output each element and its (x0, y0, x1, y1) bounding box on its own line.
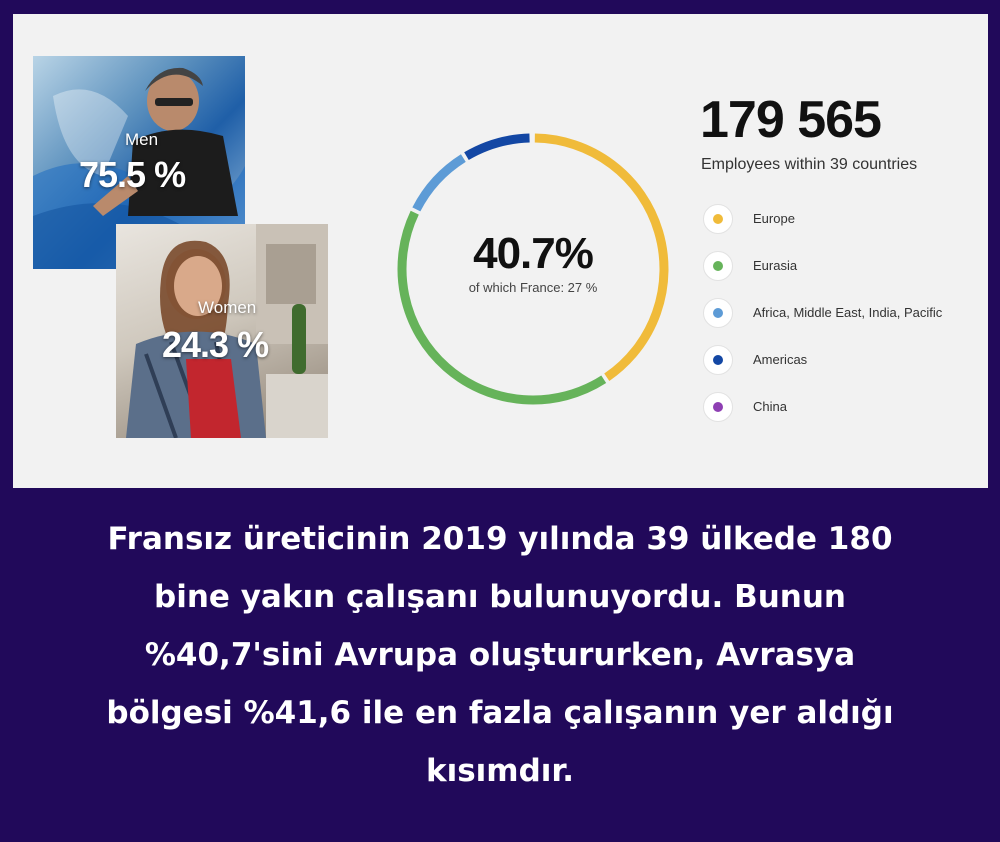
legend-label-africa-middle-east-india-pacific: Africa, Middle East, India, Pacific (753, 305, 943, 320)
legend-label-eurasia: Eurasia (753, 258, 798, 273)
total-employees-value: 179 565 (700, 91, 882, 149)
caption-line: Fransız üreticinin 2019 yılında 39 ülked… (107, 521, 893, 557)
donut-segment-europe (534, 133, 669, 381)
donut-segment-americas (464, 133, 530, 161)
donut-center-subtitle: of which France: 27 % (468, 280, 598, 295)
women-percentage: 24.3 % (162, 324, 269, 365)
legend-item-europe: Europe (703, 204, 963, 238)
legend-label-americas: Americas (753, 352, 808, 367)
caption-line: bölgesi %41,6 ile en fazla çalışanın yer… (106, 695, 894, 731)
legend-item-americas: Americas (703, 345, 963, 379)
caption-text: Fransız üreticinin 2019 yılında 39 ülked… (40, 510, 960, 800)
donut-segment-eurasia (397, 210, 607, 405)
caption-line: %40,7'sini Avrupa oluştururken, Avrasya (144, 637, 856, 673)
legend-item-eurasia: Eurasia (703, 251, 963, 285)
men-label: Men (125, 130, 159, 149)
caption-line: bine yakın çalışanı bulunuyordu. Bunun (154, 579, 846, 615)
legend-swatch-china (703, 392, 733, 422)
legend-swatch-europe (703, 204, 733, 234)
men-percentage: 75.5 % (79, 154, 186, 195)
women-photo-illustration (126, 224, 328, 438)
donut-center-value: 40.7% (473, 229, 594, 278)
legend-label-europe: Europe (753, 211, 795, 226)
caption-line: kısımdır. (425, 753, 575, 789)
legend-item-africa-middle-east-india-pacific: Africa, Middle East, India, Pacific (703, 298, 963, 332)
donut-segment-africa-middle-east-india-pacific (412, 154, 466, 212)
legend-swatch-africa-middle-east-india-pacific (703, 298, 733, 328)
legend-label-china: China (753, 399, 787, 414)
women-label: Women (198, 298, 257, 317)
employee-region-donut-chart (397, 133, 669, 405)
total-employees-subtitle: Employees within 39 countries (701, 156, 918, 173)
legend-item-china: China (703, 392, 963, 426)
legend-swatch-eurasia (703, 251, 733, 281)
women-photo: Women 24.3 % (116, 224, 328, 438)
legend-swatch-americas (703, 345, 733, 375)
infographic-card: Men 75.5 % Women 24.3 % 40.7% of which F… (13, 14, 988, 488)
